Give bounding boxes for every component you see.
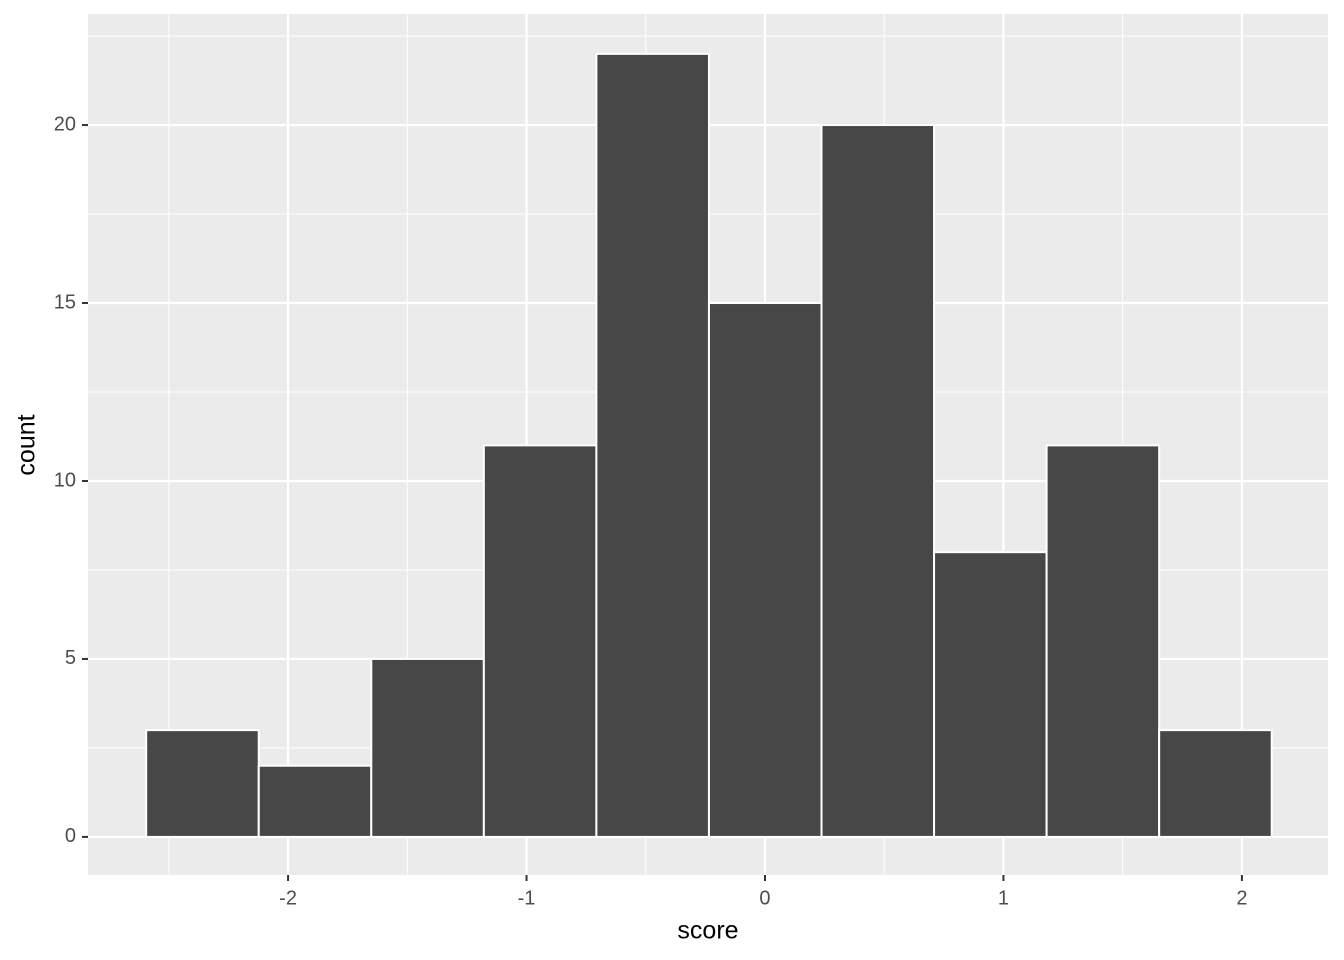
bar (595, 52, 710, 838)
y-tick-label: 20 (54, 113, 76, 135)
bar (820, 124, 936, 838)
bar (1158, 729, 1273, 838)
x-tick-label: 2 (1236, 887, 1247, 909)
y-axis-title: count (13, 414, 41, 475)
x-tick-label: 0 (759, 887, 770, 909)
bar (482, 444, 598, 838)
bars (145, 52, 1273, 838)
bar (1045, 444, 1161, 838)
bar (257, 764, 373, 838)
x-tick-label: -1 (518, 887, 536, 909)
bar (145, 729, 260, 838)
bar (370, 657, 485, 838)
y-tick-label: 5 (65, 647, 76, 669)
y-tick-label: 15 (54, 291, 76, 313)
x-tick-label: 1 (998, 887, 1009, 909)
y-tick-label: 10 (54, 469, 76, 491)
x-tick-label: -2 (279, 887, 297, 909)
y-tick-label: 0 (65, 825, 76, 847)
x-axis-title: score (677, 917, 738, 945)
bar (933, 551, 1048, 838)
bar (707, 302, 823, 838)
